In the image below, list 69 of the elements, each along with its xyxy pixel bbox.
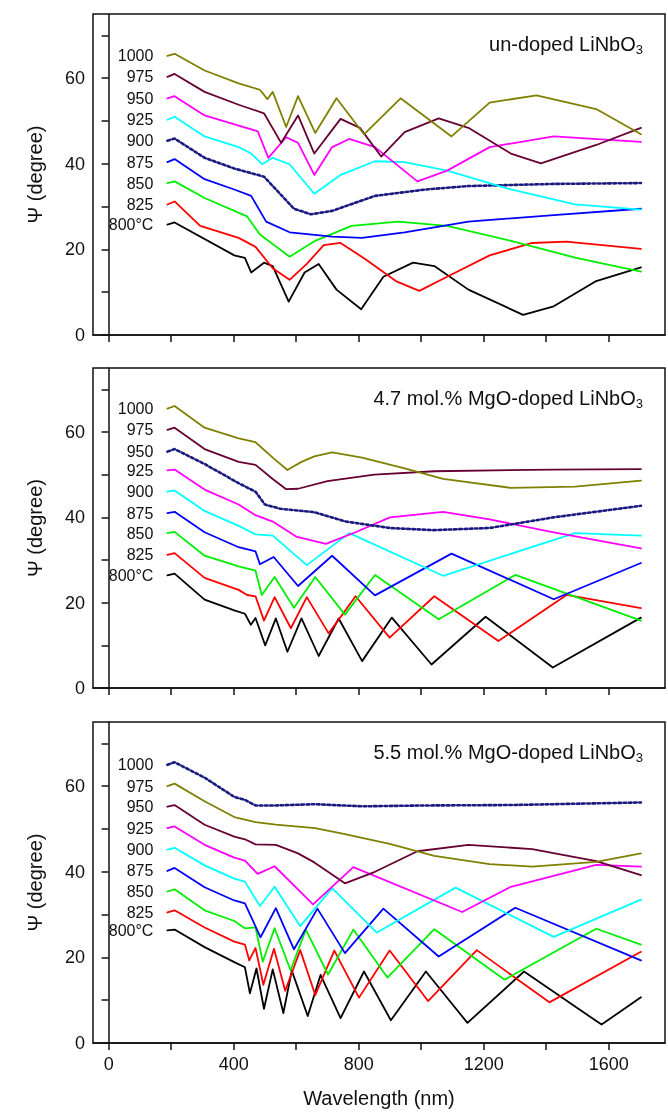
y-tick-label: 60 [64, 68, 85, 89]
series-label: 825 [126, 195, 154, 213]
line-series [166, 928, 642, 1026]
line-series [166, 221, 642, 316]
x-tick-label: 1600 [588, 1054, 629, 1074]
line-series [166, 158, 642, 239]
line-series [166, 468, 642, 550]
series-label: 900 [126, 841, 154, 859]
series-label: 875 [126, 504, 154, 522]
series-label: 950 [126, 798, 154, 816]
x-tick-label: 0 [103, 1054, 114, 1074]
series-label: 1000 [117, 400, 154, 418]
line-series [166, 846, 642, 938]
y-tick-label: 40 [64, 507, 85, 528]
line-series [166, 530, 642, 622]
line-series [166, 200, 642, 292]
y-tick-label: 20 [64, 239, 85, 260]
y-axis-title: Ψ (degree) [24, 125, 46, 224]
line-series [166, 782, 642, 868]
line-series [166, 447, 643, 532]
y-tick-label: 0 [74, 325, 85, 345]
series-label: 975 [126, 777, 154, 795]
series-label: 975 [126, 68, 154, 86]
y-tick-label: 60 [64, 422, 85, 442]
series-label: 925 [126, 111, 154, 129]
series-label: 875 [126, 862, 154, 880]
line-series [166, 804, 642, 885]
x-tick-label: 1200 [463, 1054, 504, 1074]
y-tick-label: 20 [64, 947, 85, 968]
line-series [166, 489, 642, 577]
series-label: 900 [126, 132, 154, 150]
series-label: 850 [126, 174, 154, 192]
line-series [166, 73, 642, 165]
line-series [166, 825, 642, 913]
y-tick-label: 60 [64, 776, 85, 797]
series-label: 875 [126, 153, 154, 171]
line-series [166, 426, 642, 491]
x-tick-label: 800 [343, 1054, 374, 1074]
line-series [166, 888, 642, 981]
line-series [166, 552, 642, 642]
series-label: 850 [126, 524, 154, 542]
series-label: 925 [126, 461, 154, 479]
y-tick-label: 0 [74, 678, 85, 698]
line-series [166, 909, 642, 1004]
y-tick-label: 40 [64, 861, 85, 882]
line-series [166, 867, 642, 962]
series-label: 825 [126, 903, 154, 921]
y-tick-label: 0 [74, 1033, 85, 1053]
y-tick-label: 40 [64, 153, 85, 174]
line-series [166, 572, 642, 669]
series-label: 1000 [117, 47, 154, 65]
series-label: 900 [126, 483, 154, 501]
line-series [166, 180, 642, 273]
y-axis-title: Ψ (degree) [24, 479, 46, 577]
series-label: 925 [126, 819, 154, 837]
series-label: 825 [126, 546, 154, 564]
x-tick-label: 400 [218, 1054, 249, 1074]
series-label: 950 [126, 443, 154, 461]
line-series [166, 95, 642, 183]
series-label: 1000 [117, 756, 154, 774]
line-series [166, 115, 642, 211]
y-tick-label: 20 [64, 592, 85, 613]
line-series [166, 510, 642, 601]
series-label: 950 [126, 89, 154, 107]
line-series [166, 137, 643, 216]
x-axis-title: Wavelength (nm) [303, 1087, 455, 1109]
series-label: 975 [126, 421, 154, 439]
y-axis-title: Ψ (degree) [24, 833, 46, 932]
series-label: 850 [126, 882, 154, 900]
